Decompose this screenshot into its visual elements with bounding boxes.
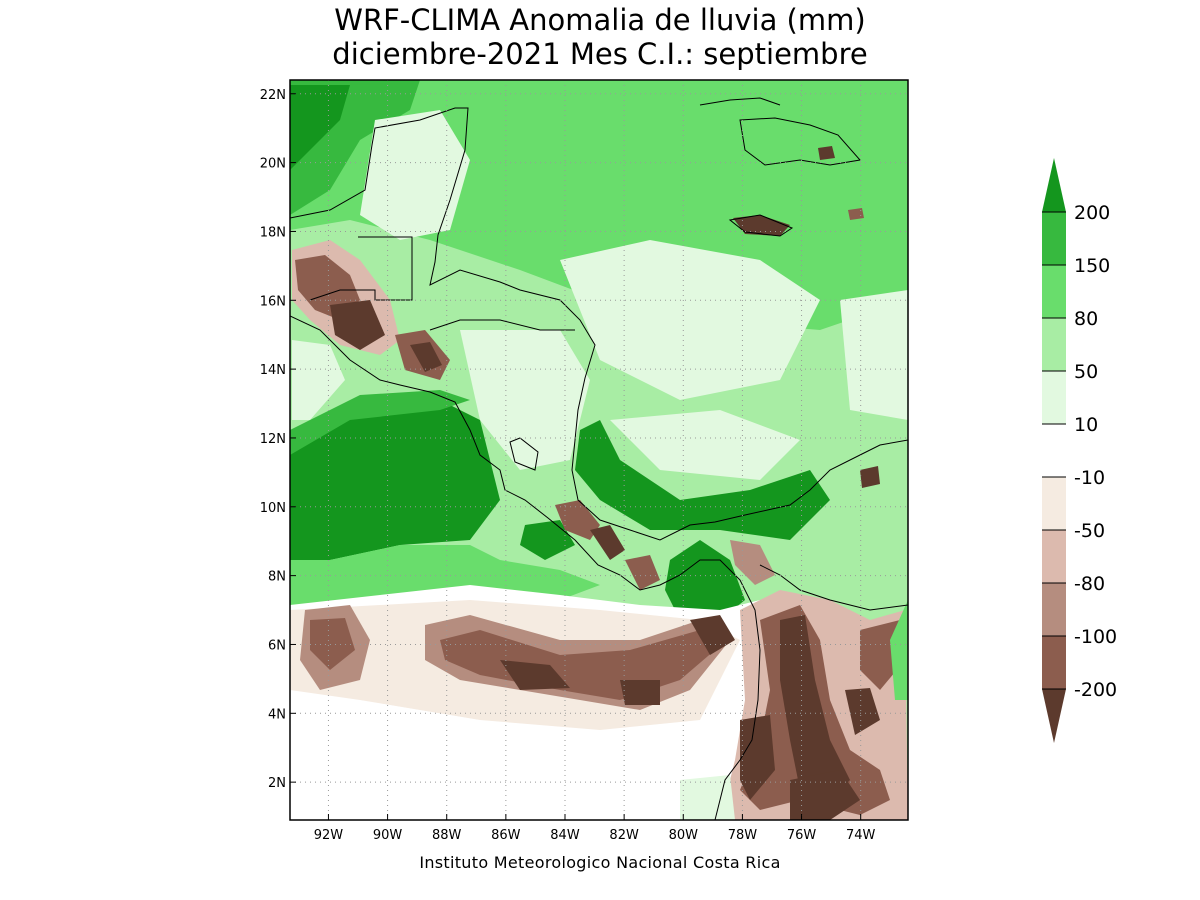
axis-ticks: 92W 90W 88W 86W 84W 82W 80W 78W 76W 74W 2N 4N 6N 8N 10… bbox=[260, 88, 876, 843]
colorbar-band bbox=[1042, 636, 1066, 689]
lon-tick-label: 82W bbox=[609, 828, 639, 843]
lat-tick-label: 12N bbox=[260, 432, 286, 447]
colorbar-label: -50 bbox=[1074, 520, 1105, 542]
colorbar: 200 150 80 50 10 -10 -50 -80 -100 -200 bbox=[1042, 158, 1117, 743]
colorbar-label: 80 bbox=[1074, 308, 1098, 330]
lat-tick-label: 2N bbox=[268, 776, 286, 791]
colorbar-band bbox=[1042, 212, 1066, 265]
lat-tick-label: 4N bbox=[268, 707, 286, 722]
colorbar-top-arrow bbox=[1042, 158, 1066, 212]
colorbar-band bbox=[1042, 530, 1066, 583]
lat-tick-label: 20N bbox=[260, 157, 286, 172]
lon-tick-label: 88W bbox=[432, 828, 462, 843]
colorbar-band bbox=[1042, 424, 1066, 477]
colorbar-label: 150 bbox=[1074, 255, 1110, 277]
lon-tick-label: 90W bbox=[373, 828, 403, 843]
lon-tick-label: 86W bbox=[491, 828, 521, 843]
anomaly-field bbox=[290, 80, 908, 820]
footer-credit: Instituto Meteorologico Nacional Costa R… bbox=[419, 853, 781, 872]
lon-tick-label: 92W bbox=[314, 828, 344, 843]
colorbar-band bbox=[1042, 371, 1066, 424]
map-frame bbox=[289, 79, 909, 821]
coastlines bbox=[290, 97, 908, 820]
lon-tick-label: 84W bbox=[550, 828, 580, 843]
colorbar-label: -10 bbox=[1074, 467, 1105, 489]
lon-tick-label: 76W bbox=[787, 828, 817, 843]
lat-tick-label: 10N bbox=[260, 501, 286, 516]
lat-tick-label: 16N bbox=[260, 294, 286, 309]
colorbar-band bbox=[1042, 477, 1066, 530]
colorbar-label: 10 bbox=[1074, 414, 1098, 436]
colorbar-label: -80 bbox=[1074, 573, 1105, 595]
colorbar-label: -200 bbox=[1074, 679, 1117, 701]
colorbar-band bbox=[1042, 265, 1066, 318]
colorbar-band bbox=[1042, 318, 1066, 371]
lon-tick-label: 78W bbox=[728, 828, 758, 843]
colorbar-bottom-arrow bbox=[1042, 689, 1066, 743]
lat-tick-label: 8N bbox=[268, 570, 286, 585]
lat-tick-label: 6N bbox=[268, 638, 286, 653]
lat-tick-label: 14N bbox=[260, 363, 286, 378]
lat-tick-label: 22N bbox=[260, 88, 286, 103]
lat-tick-label: 18N bbox=[260, 225, 286, 240]
lon-tick-label: 74W bbox=[846, 828, 876, 843]
colorbar-label: -100 bbox=[1074, 626, 1117, 648]
map-subtitle: diciembre-2021 Mes C.I.: septiembre bbox=[332, 37, 868, 71]
lon-tick-label: 80W bbox=[669, 828, 699, 843]
colorbar-label: 200 bbox=[1074, 202, 1110, 224]
graticule bbox=[290, 80, 908, 820]
map-title: WRF-CLIMA Anomalia de lluvia (mm) bbox=[334, 3, 866, 37]
colorbar-label: 50 bbox=[1074, 361, 1098, 383]
colorbar-band bbox=[1042, 583, 1066, 636]
